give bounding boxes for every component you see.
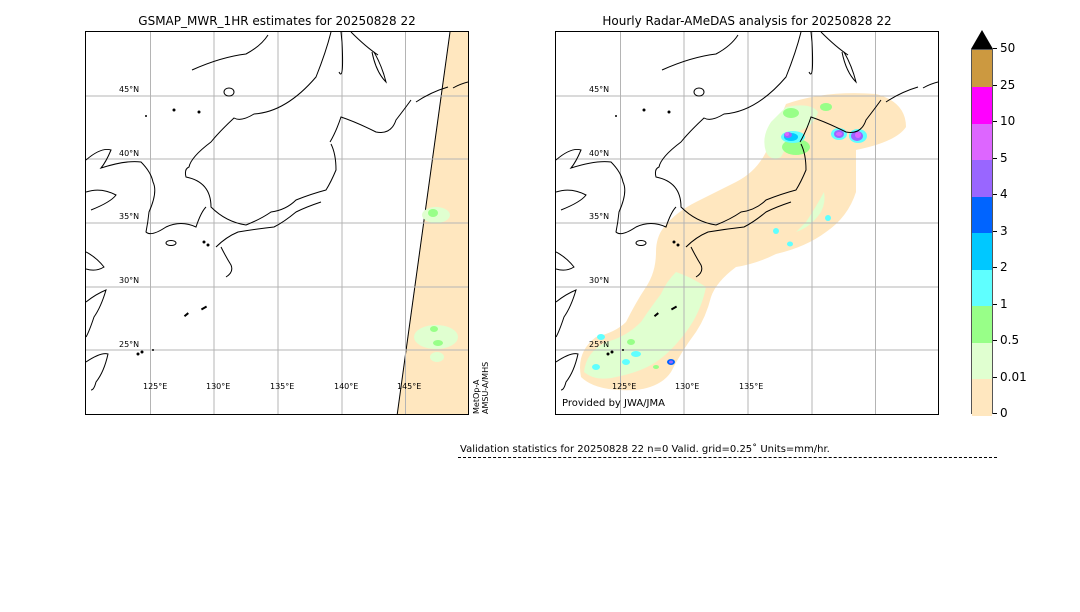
left-panel-title: GSMAP_MWR_1HR estimates for 20250828 22 <box>138 14 416 28</box>
colorbar-tick-label: 10 <box>1000 114 1016 128</box>
colorbar-tick-label: 0.01 <box>1000 369 1027 384</box>
colorbar-tick <box>993 194 997 195</box>
colorbar-tick <box>993 157 997 159</box>
colorbar-segment <box>972 232 992 270</box>
rain-patches <box>414 207 458 362</box>
colorbar-tick <box>993 84 997 86</box>
left-map-panel: 45°N 40°N 35°N 30°N 25°N 125°E 130°E 135… <box>85 31 469 415</box>
lat-label-45: 45°N <box>119 85 140 94</box>
colorbar-tick-label: 50 <box>1000 41 1016 55</box>
right-map-panel: 45°N 40°N 35°N 30°N 25°N 125°E 130°E 135… <box>555 31 939 415</box>
colorbar-tick <box>993 340 997 341</box>
colorbar-tick-label: 4 <box>1000 187 1008 201</box>
colorbar-tick-label: 0 <box>1000 406 1008 420</box>
colorbar-tick <box>993 413 997 414</box>
lat-label-30: 30°N <box>119 276 140 285</box>
colorbar-extend-arrow <box>971 30 993 49</box>
colorbar-segment <box>972 269 992 306</box>
lat-label-25: 25°N <box>119 340 140 349</box>
colorbar-segment <box>972 50 992 87</box>
colorbar-segment <box>972 378 992 416</box>
colorbar-tick <box>993 267 997 268</box>
colorbar-tick-label: 25 <box>1000 77 1016 92</box>
colorbar-tick <box>993 48 997 49</box>
colorbar-tick <box>993 303 997 305</box>
colorbar <box>971 49 993 416</box>
data-credit: Provided by JWA/JMA <box>562 398 665 409</box>
satellite-label-line2: AMSU-A/MHS <box>481 361 490 414</box>
lat-label-35: 35°N <box>589 212 610 221</box>
lat-label-40: 40°N <box>589 149 610 158</box>
satellite-label-line1: MetOp-A <box>472 379 481 414</box>
colorbar-segment <box>972 305 992 343</box>
lon-label-145: 145°E <box>397 382 422 391</box>
coastlines <box>86 32 468 391</box>
radar-coverage <box>580 93 906 391</box>
colorbar-segment <box>972 342 992 379</box>
validation-statistics: Validation statistics for 20250828 22 n=… <box>460 444 830 455</box>
lat-label-35: 35°N <box>119 212 140 221</box>
lon-label-125: 125°E <box>143 382 168 391</box>
colorbar-tick-label: 3 <box>1000 223 1008 238</box>
colorbar-tick-label: 1 <box>1000 296 1008 311</box>
colorbar-tick-label: 2 <box>1000 260 1008 274</box>
lat-label-30: 30°N <box>589 276 610 285</box>
lon-label-125: 125°E <box>612 382 637 391</box>
islands <box>606 108 680 356</box>
lon-label-135: 135°E <box>270 382 295 391</box>
colorbar-tick <box>993 230 997 232</box>
colorbar-segment <box>972 196 992 233</box>
right-map-canvas <box>556 32 938 414</box>
lon-label-140: 140°E <box>334 382 359 391</box>
satellite-label: MetOp-A AMSU-A/MHS <box>472 362 490 414</box>
islands <box>136 108 210 356</box>
left-map-canvas <box>86 32 468 414</box>
colorbar-segment <box>972 123 992 160</box>
lat-label-40: 40°N <box>119 149 140 158</box>
validation-underline <box>458 457 997 458</box>
lon-label-135: 135°E <box>739 382 764 391</box>
lon-label-130: 130°E <box>675 382 700 391</box>
coastlines <box>556 32 938 391</box>
colorbar-tick-label: 5 <box>1000 150 1008 165</box>
lat-label-45: 45°N <box>589 85 610 94</box>
colorbar-segment <box>972 86 992 124</box>
lon-label-130: 130°E <box>206 382 231 391</box>
gridlines <box>86 32 468 414</box>
gridlines <box>556 32 938 414</box>
colorbar-tick <box>993 121 997 122</box>
colorbar-tick-label: 0.5 <box>1000 333 1020 347</box>
right-panel-title: Hourly Radar-AMeDAS analysis for 2025082… <box>602 14 892 28</box>
colorbar-segment <box>972 159 992 197</box>
colorbar-tick <box>993 376 997 378</box>
lat-label-25: 25°N <box>589 340 610 349</box>
